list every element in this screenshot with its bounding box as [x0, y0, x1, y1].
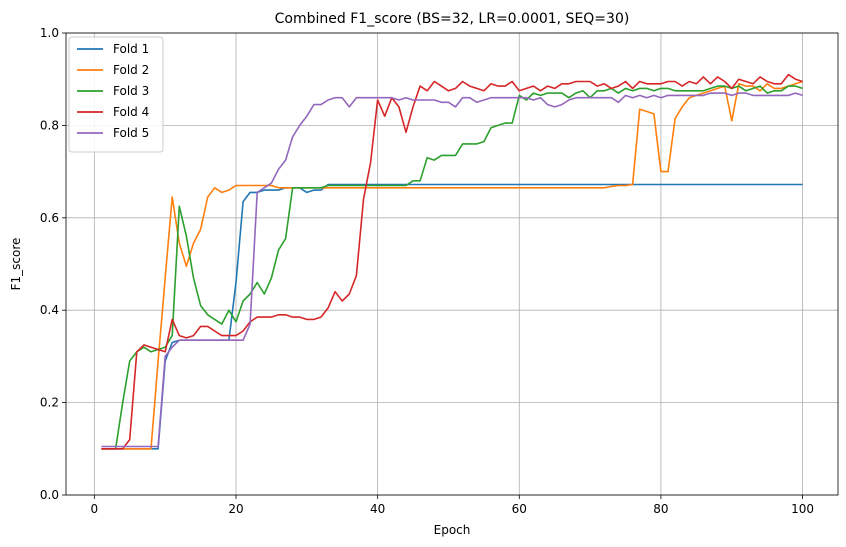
legend-label-fold-2: Fold 2 [113, 63, 149, 77]
axis-ticks: 0 20 40 60 80 100 0.0 0.2 0.4 0.6 0.8 1.0 [40, 26, 814, 516]
y-axis-label: F1_score [9, 238, 23, 291]
chart-title: Combined F1_score (BS=32, LR=0.0001, SEQ… [275, 11, 630, 27]
series-line-fold-2 [101, 80, 803, 450]
x-tick-label: 60 [512, 502, 527, 516]
x-tick-label: 80 [653, 502, 668, 516]
series-lines [101, 73, 803, 450]
x-tick-label: 20 [228, 502, 243, 516]
y-tick-label: 0.4 [40, 303, 59, 317]
series-line-fold-4 [101, 73, 803, 450]
x-axis-label: Epoch [434, 523, 471, 537]
plot-frame [65, 32, 839, 496]
series-line-fold-3 [101, 85, 803, 450]
x-tick-label: 0 [91, 502, 99, 516]
y-tick-label: 0.6 [40, 211, 59, 225]
legend: Fold 1 Fold 2 Fold 3 Fold 4 Fold 5 [68, 36, 164, 153]
y-tick-label: 1.0 [40, 26, 59, 40]
y-tick-label: 0.0 [40, 488, 59, 502]
legend-box [68, 36, 164, 153]
x-tick-label: 100 [791, 502, 814, 516]
y-tick-label: 0.8 [40, 118, 59, 132]
series-line-fold-5 [101, 92, 803, 448]
legend-label-fold-3: Fold 3 [113, 84, 149, 98]
legend-label-fold-1: Fold 1 [113, 42, 149, 56]
x-tick-label: 40 [370, 502, 385, 516]
plot-area-background [66, 33, 838, 495]
legend-label-fold-4: Fold 4 [113, 105, 149, 119]
y-tick-label: 0.2 [40, 396, 59, 410]
legend-label-fold-5: Fold 5 [113, 126, 149, 140]
